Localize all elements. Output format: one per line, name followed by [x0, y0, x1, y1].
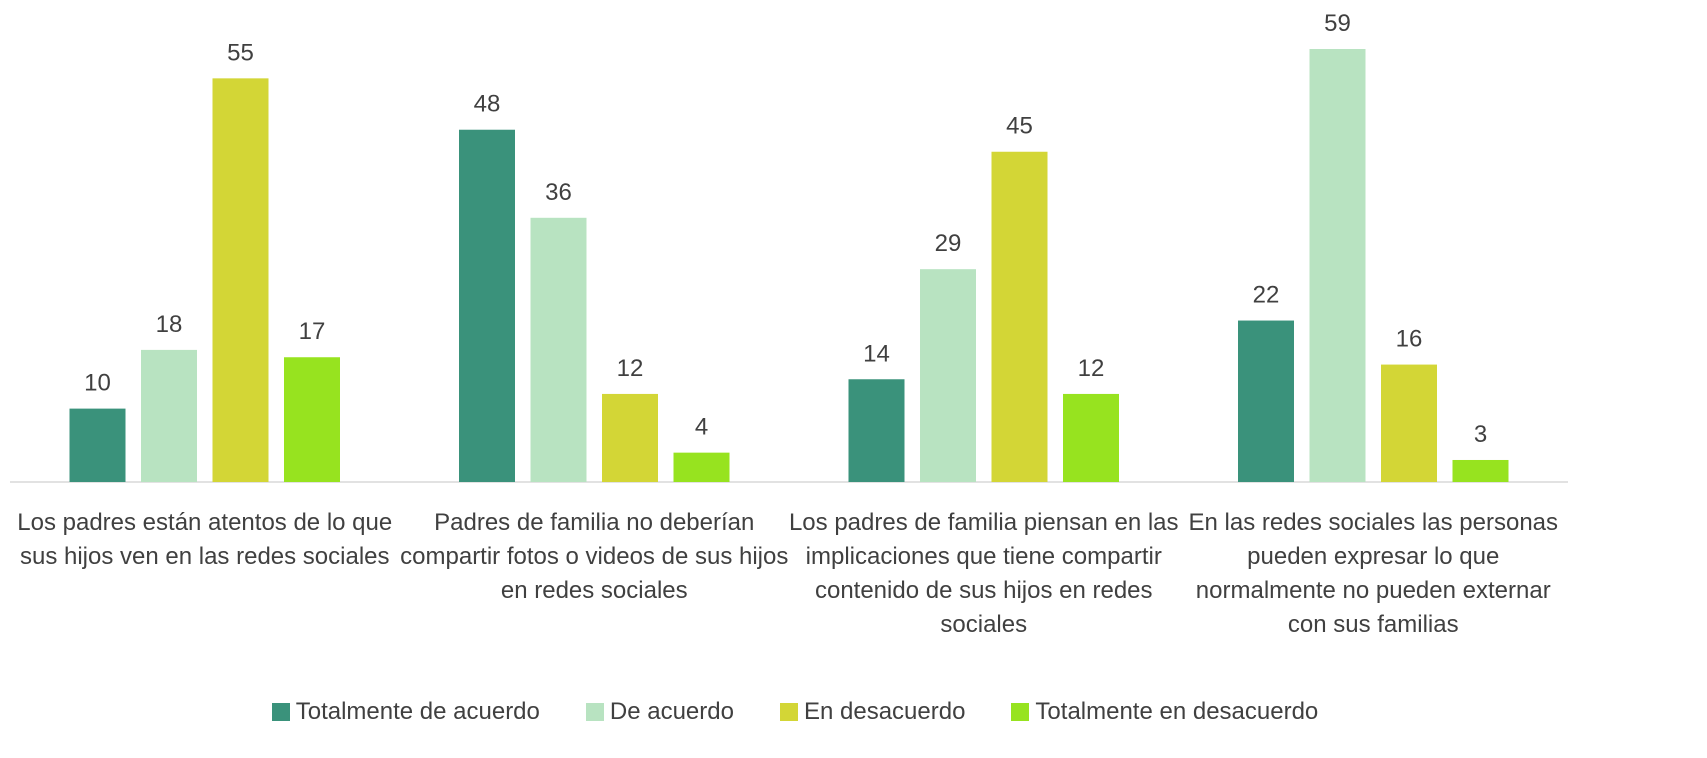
bar — [69, 408, 126, 482]
value-label: 59 — [1324, 10, 1351, 37]
legend-item: En desacuerdo — [779, 698, 966, 726]
value-label: 36 — [545, 179, 572, 206]
value-label: 4 — [695, 414, 708, 441]
value-label: 48 — [474, 91, 501, 118]
legend-label: De acuerdo — [609, 698, 734, 725]
value-label: 16 — [1396, 326, 1423, 353]
legend-swatch — [585, 703, 604, 721]
legend-swatch — [779, 703, 798, 721]
bar — [1063, 393, 1119, 482]
bar — [212, 78, 269, 483]
value-label: 45 — [1006, 113, 1033, 140]
value-label: 10 — [84, 370, 111, 397]
x-tick-label: Los padres de familia piensan en las imp… — [788, 509, 1179, 638]
value-label: 55 — [227, 39, 254, 66]
value-label: 3 — [1474, 421, 1487, 448]
bar — [1309, 49, 1366, 482]
value-label: 12 — [1078, 355, 1105, 382]
legend-item: De acuerdo — [585, 698, 734, 726]
bar — [991, 151, 1048, 482]
value-label: 14 — [863, 340, 890, 367]
bar — [673, 452, 730, 482]
legend-label: En desacuerdo — [803, 698, 966, 725]
bar — [848, 379, 905, 482]
value-label: 22 — [1253, 282, 1280, 309]
value-label: 18 — [156, 311, 183, 338]
legend-swatch — [1011, 703, 1030, 721]
bar — [602, 393, 658, 482]
bar — [530, 217, 587, 482]
legend-label: Totalmente en desacuerdo — [1035, 698, 1319, 725]
legend-label: Totalmente de acuerdo — [295, 698, 540, 725]
value-label: 17 — [299, 318, 326, 345]
value-label: 29 — [935, 230, 962, 257]
legend: Totalmente de acuerdo De acuerdo En desacu… — [0, 698, 1590, 726]
bar — [284, 357, 340, 482]
legend-swatch — [271, 703, 290, 721]
x-tick-label: Padres de familia no deberían compartir … — [400, 509, 789, 604]
bar — [1381, 364, 1437, 482]
value-label: 12 — [617, 355, 644, 382]
bar — [1452, 459, 1509, 482]
x-tick-label: En las redes sociales las personas puede… — [1188, 509, 1559, 638]
bar — [1238, 320, 1294, 482]
bar — [141, 349, 197, 482]
x-tick-label: Los padres están atentos de lo que sus h… — [17, 509, 393, 570]
bar — [920, 269, 976, 482]
legend-item: Totalmente en desacuerdo — [1011, 698, 1318, 726]
bar — [459, 129, 515, 482]
legend-item: Totalmente de acuerdo — [271, 698, 540, 726]
